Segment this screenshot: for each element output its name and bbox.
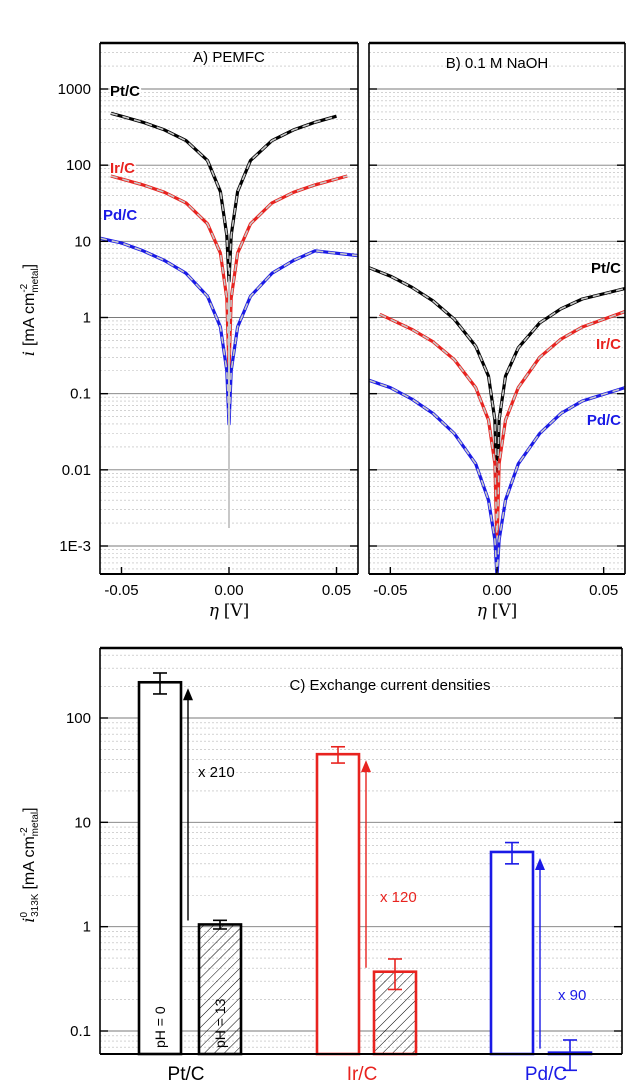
- panel-b-x-tick-label: -0.05: [373, 582, 407, 599]
- panel-b-ptc-fit-line: [369, 266, 625, 501]
- panel-b-series-labels: Pt/C Ir/C Pd/C: [585, 259, 622, 431]
- category-label: Ir/C: [347, 1064, 378, 1085]
- bar-pdc-ph0: [489, 850, 535, 1056]
- panel-c-y-tick-label: 0.1: [70, 1023, 91, 1040]
- panel-b-x-tick-label: 0.05: [589, 582, 618, 599]
- panel-a-series-label: Ir/C: [110, 160, 135, 177]
- ratio-label: x 210: [198, 764, 235, 781]
- panel-c-y-axis-label: i0313K[mA cm-2metal]: [19, 807, 41, 922]
- panel-a-x-tick-label: 0.00: [214, 582, 243, 599]
- bar-label-ph0: pH = 0: [152, 1006, 168, 1048]
- panel-b-title: B) 0.1 M NaOH: [446, 55, 549, 72]
- panel-c-axes: [99, 646, 623, 1055]
- panel-b-curves: [369, 266, 625, 574]
- panel-c: x 210 x 120 x 90 pH = 0 pH = 13 C) Exchange …: [19, 646, 623, 1085]
- panel-b-series-label: Ir/C: [596, 336, 621, 353]
- panel-b-irc-fit-line: [379, 310, 625, 547]
- panel-a-y-tick-label: 1000: [58, 81, 91, 98]
- panel-c-title: C) Exchange current densities: [290, 677, 491, 694]
- panel-b-ptc-curve: [369, 266, 625, 502]
- panel-a-x-axis-label: η [V]: [209, 601, 249, 621]
- panel-b-series-label: Pt/C: [591, 260, 621, 277]
- ratio-arrow-head: [535, 857, 545, 870]
- panel-c-gridlines: [100, 654, 622, 1048]
- panel-b-series-label: Pd/C: [587, 412, 621, 429]
- panel-a-y-axis-label: i[mA cm-2metal]: [19, 264, 41, 356]
- panel-a-series-label: Pt/C: [110, 83, 140, 100]
- panel-a-y-tick-label: 1: [83, 310, 91, 327]
- panel-a-irc-curve: [110, 174, 348, 373]
- panel-a: A) PEMFC Pt/C Ir/C Pd/C -0.05 0.00 0.05 1E-3…: [19, 41, 359, 621]
- bar-irc-ph0: [315, 752, 361, 1056]
- panel-a-x-tick-labels: -0.05 0.00 0.05: [104, 582, 351, 599]
- panel-b-x-tick-labels: -0.05 0.00 0.05: [373, 582, 618, 599]
- panel-a-series-label: Pd/C: [103, 207, 137, 224]
- panel-a-y-tick-label: 0.1: [70, 386, 91, 403]
- panel-c-bars: x 210 x 120 x 90 pH = 0 pH = 13: [137, 672, 593, 1072]
- panel-a-curves: [100, 111, 358, 528]
- category-label: Pt/C: [168, 1064, 205, 1085]
- ratio-label: x 90: [558, 987, 586, 1004]
- panel-a-series-labels: Pt/C Ir/C Pd/C: [102, 82, 142, 226]
- bar-label-ph13: pH = 13: [212, 998, 228, 1048]
- panel-a-x-tick-label: 0.05: [322, 582, 351, 599]
- panel-a-x-tick-label: -0.05: [104, 582, 138, 599]
- panel-b: B) 0.1 M NaOH Pt/C Ir/C Pd/C -0.05 0.00 0.05…: [368, 41, 626, 621]
- panel-a-y-tick-label: 1E-3: [59, 538, 91, 555]
- panel-c-y-tick-labels: 0.1 1 10 100: [66, 710, 91, 1040]
- panel-a-y-tick-label: 100: [66, 157, 91, 174]
- panel-b-axes: [368, 41, 626, 575]
- ratio-label: x 120: [380, 889, 417, 906]
- panel-a-title: A) PEMFC: [193, 49, 265, 66]
- ratio-arrow-head: [183, 688, 193, 701]
- panel-a-y-tick-label: 0.01: [62, 462, 91, 479]
- panel-a-axes: [99, 41, 359, 575]
- panel-a-y-tick-label: 10: [74, 233, 91, 250]
- panel-c-y-tick-label: 100: [66, 710, 91, 727]
- panel-b-x-axis-label: η [V]: [477, 601, 517, 621]
- panel-c-category-labels: Pt/C Ir/C Pd/C: [168, 1064, 568, 1085]
- panel-b-x-tick-label: 0.00: [482, 582, 511, 599]
- bar-ptc-ph0: [137, 680, 183, 1056]
- panel-a-pdc-fit-line: [100, 237, 358, 425]
- panel-a-y-tick-labels: 1E-3 0.01 0.1 1 10 100 1000: [58, 81, 91, 555]
- category-label: Pd/C: [525, 1064, 567, 1085]
- panel-a-ptc-fit-line: [110, 112, 337, 282]
- panel-b-pdc-fit-line: [369, 379, 625, 574]
- panel-c-y-tick-label: 1: [83, 919, 91, 936]
- ratio-arrow-head: [361, 760, 371, 773]
- panel-c-y-tick-label: 10: [74, 814, 91, 831]
